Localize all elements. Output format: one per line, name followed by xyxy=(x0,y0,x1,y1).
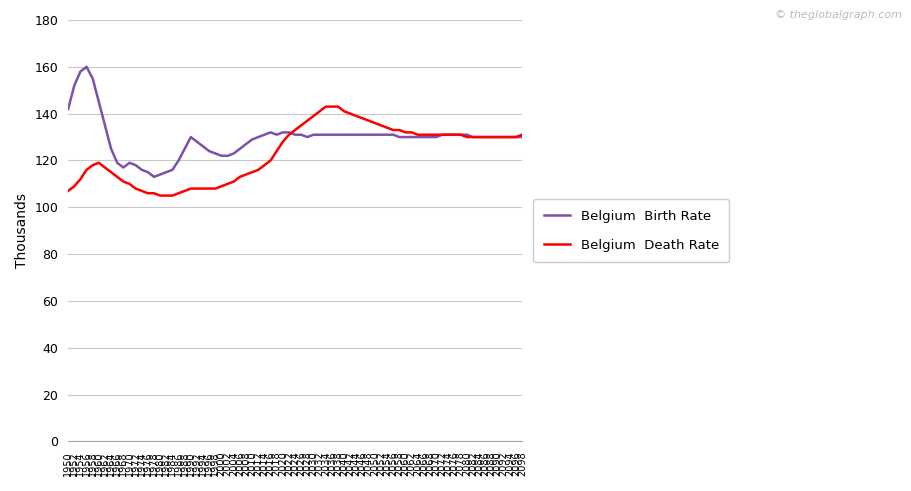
Belgium  Birth Rate xyxy=(437,132,448,137)
Line: Belgium  Death Rate: Belgium Death Rate xyxy=(68,107,522,195)
Text: © theglobalgraph.com: © theglobalgraph.com xyxy=(775,10,902,20)
Belgium  Birth Rate xyxy=(480,134,491,140)
Belgium  Birth Rate xyxy=(81,64,92,70)
Belgium  Death Rate xyxy=(418,132,429,137)
Belgium  Birth Rate xyxy=(63,106,74,112)
Belgium  Death Rate xyxy=(517,132,527,137)
Belgium  Death Rate xyxy=(155,192,166,198)
Belgium  Death Rate xyxy=(63,188,74,194)
Legend: Belgium  Birth Rate, Belgium  Death Rate: Belgium Birth Rate, Belgium Death Rate xyxy=(533,199,730,262)
Belgium  Death Rate xyxy=(437,132,448,137)
Belgium  Death Rate xyxy=(431,132,442,137)
Y-axis label: Thousands: Thousands xyxy=(15,193,29,268)
Belgium  Birth Rate xyxy=(431,134,442,140)
Belgium  Death Rate xyxy=(99,164,110,170)
Belgium  Birth Rate xyxy=(418,134,429,140)
Belgium  Birth Rate xyxy=(517,134,527,140)
Belgium  Birth Rate xyxy=(106,146,117,152)
Belgium  Birth Rate xyxy=(148,174,159,180)
Line: Belgium  Birth Rate: Belgium Birth Rate xyxy=(68,67,522,177)
Belgium  Death Rate xyxy=(449,132,460,137)
Belgium  Death Rate xyxy=(480,134,491,140)
Belgium  Birth Rate xyxy=(449,132,460,137)
Belgium  Death Rate xyxy=(321,104,332,109)
